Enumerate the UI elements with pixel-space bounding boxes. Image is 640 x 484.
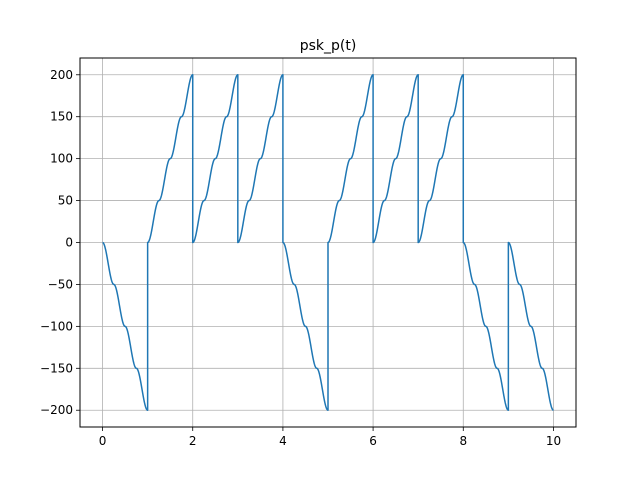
series-line	[102, 74, 554, 411]
y-tick-label: 0	[65, 236, 73, 250]
y-tick-label: −200	[40, 403, 73, 417]
x-tick-label: 8	[459, 434, 467, 448]
x-tick-label: 6	[369, 434, 377, 448]
x-axis: 0 2 4 6 8 10	[99, 427, 561, 448]
y-tick-label: 200	[50, 68, 73, 82]
y-tick-label: 50	[58, 194, 73, 208]
y-tick-label: 100	[50, 152, 73, 166]
chart-title: psk_p(t)	[300, 38, 357, 54]
y-tick-label: −150	[40, 361, 73, 375]
x-tick-label: 0	[99, 434, 107, 448]
y-tick-label: 150	[50, 110, 73, 124]
x-tick-label: 10	[546, 434, 561, 448]
x-tick-label: 4	[279, 434, 287, 448]
series-layer	[102, 74, 554, 411]
y-tick-label: −100	[40, 319, 73, 333]
x-tick-label: 2	[189, 434, 197, 448]
y-axis: −200 −150 −100 −50 0 50 100 150 200	[40, 68, 80, 417]
y-tick-label: −50	[48, 277, 73, 291]
